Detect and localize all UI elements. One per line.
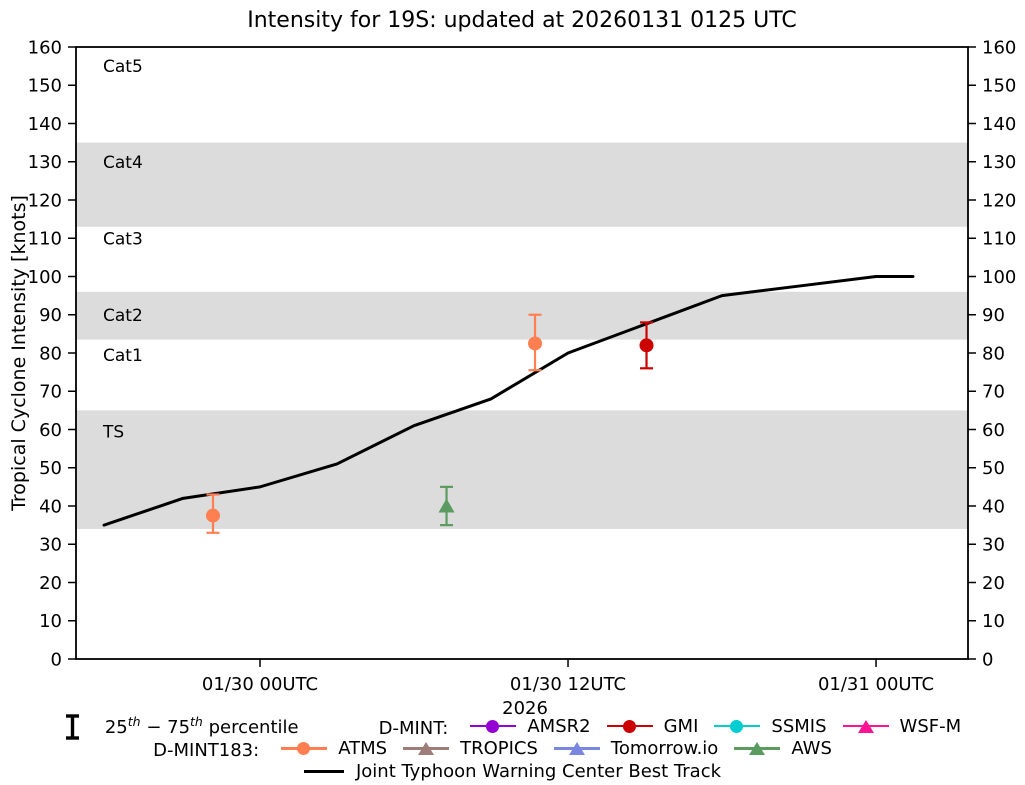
y-tick-label-right: 80 <box>982 343 1005 364</box>
obs-marker-circle <box>206 508 221 523</box>
category-label-Cat4: Cat4 <box>103 153 143 173</box>
category-label-TS: TS <box>102 422 124 442</box>
best-track-line <box>102 275 915 527</box>
obs-ATMS-2 <box>528 313 543 372</box>
y-tick-label-right: 160 <box>982 37 1016 58</box>
y-tick-label-right: 150 <box>982 76 1016 97</box>
category-band-Cat2 <box>76 291 968 340</box>
x-tick-label: 01/31 00UTC <box>818 674 934 695</box>
y-tick-label-right: 10 <box>982 611 1005 632</box>
axes-frame <box>75 46 969 660</box>
y-tick-label-left: 60 <box>39 420 62 441</box>
x-tick-label: 01/30 00UTC <box>202 674 318 695</box>
y-tick-label-right: 110 <box>982 229 1016 250</box>
obs-GMI-3 <box>639 321 654 370</box>
y-tick-label-right: 140 <box>982 114 1016 135</box>
y-tick-label-right: 30 <box>982 535 1005 556</box>
y-tick-label-left: 40 <box>39 496 62 517</box>
y-tick-label-right: 0 <box>982 649 993 670</box>
category-label-Cat3: Cat3 <box>103 229 143 249</box>
y-tick-label-left: 70 <box>39 382 62 403</box>
y-tick-label-left: 0 <box>51 649 62 670</box>
y-tick-label-left: 110 <box>28 229 62 250</box>
x-tick-label: 01/30 12UTC <box>510 674 626 695</box>
category-label-Cat5: Cat5 <box>103 57 143 77</box>
y-tick-label-left: 10 <box>39 611 62 632</box>
y-tick-label-left: 100 <box>28 267 62 288</box>
obs-AWS-1 <box>438 485 455 527</box>
y-tick-label-right: 60 <box>982 420 1005 441</box>
y-tick-label-left: 120 <box>28 190 62 211</box>
plot-area: Cat5 Cat4 Cat3 Cat2 Cat1 TS 0 0 10 10 20 20 30 30 40 40… <box>28 37 1017 719</box>
category-label-Cat2: Cat2 <box>103 306 143 326</box>
y-tick-label-right: 50 <box>982 458 1005 479</box>
y-tick-label-right: 40 <box>982 496 1005 517</box>
category-band-Cat4 <box>76 142 968 227</box>
y-tick-label-right: 130 <box>982 152 1016 173</box>
obs-marker-triangle <box>438 498 455 513</box>
y-tick-label-left: 20 <box>39 573 62 594</box>
obs-marker-circle <box>528 336 543 351</box>
y-tick-label-left: 90 <box>39 305 62 326</box>
x-axis-year-label: 2026 <box>502 698 548 719</box>
y-tick-label-left: 140 <box>28 114 62 135</box>
y-tick-label-right: 70 <box>982 382 1005 403</box>
chart-title: Intensity for 19S: updated at 20260131 0… <box>247 8 797 33</box>
y-tick-label-left: 130 <box>28 152 62 173</box>
obs-marker-circle <box>639 338 654 353</box>
y-tick-label-right: 90 <box>982 305 1005 326</box>
category-label-Cat1: Cat1 <box>103 346 143 366</box>
y-tick-label-left: 160 <box>28 37 62 58</box>
y-tick-label-right: 100 <box>982 267 1016 288</box>
category-band-TS <box>76 410 968 529</box>
y-tick-label-left: 30 <box>39 535 62 556</box>
y-tick-label-right: 20 <box>982 573 1005 594</box>
y-tick-label-left: 80 <box>39 343 62 364</box>
y-tick-label-left: 150 <box>28 76 62 97</box>
obs-ATMS-0 <box>206 493 221 534</box>
y-tick-label-left: 50 <box>39 458 62 479</box>
y-tick-label-right: 120 <box>982 190 1016 211</box>
